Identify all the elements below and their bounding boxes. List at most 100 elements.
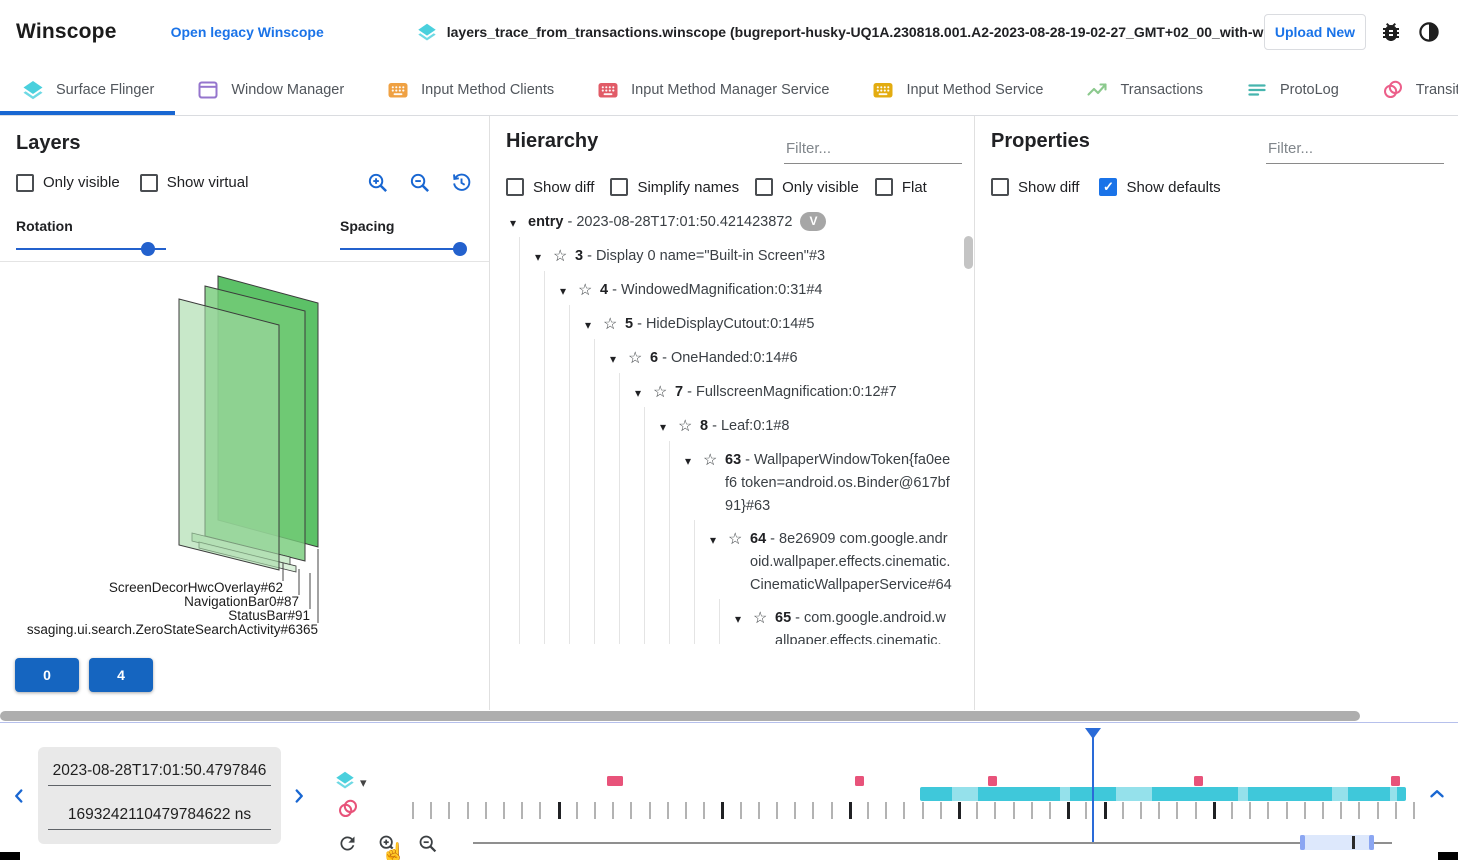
pin-star-icon[interactable]: ☆: [703, 452, 718, 469]
open-legacy-link[interactable]: Open legacy Winscope: [170, 24, 324, 40]
bug-report-icon[interactable]: [1378, 19, 1404, 45]
tab-input-method-clients[interactable]: Input Method Clients: [365, 64, 575, 115]
checkbox-unchecked-icon[interactable]: [991, 178, 1009, 196]
reset-view-icon[interactable]: [450, 171, 473, 194]
expand-caret-icon[interactable]: ▾: [560, 284, 567, 298]
checkbox-unchecked-icon[interactable]: [755, 178, 774, 196]
dark-mode-icon[interactable]: [1416, 19, 1442, 45]
hierarchy-filter-input[interactable]: [784, 136, 962, 164]
pin-star-icon[interactable]: ☆: [678, 418, 693, 435]
properties-checkbox-show-diff[interactable]: Show diff: [991, 178, 1079, 196]
overview-selection[interactable]: [1300, 835, 1374, 850]
tab-surface-flinger[interactable]: Surface Flinger: [0, 64, 176, 115]
prev-entry-icon[interactable]: [8, 785, 30, 807]
hierarchy-checkbox-only-visible[interactable]: Only visible: [755, 178, 859, 196]
ruler-tick: [703, 802, 706, 819]
spacing-slider[interactable]: [340, 242, 468, 256]
checkbox-unchecked-icon[interactable]: [874, 178, 893, 196]
timestamp-ns-field[interactable]: 1693242110479784622 ns: [48, 803, 271, 830]
top-bar: Winscope Open legacy Winscope layers_tra…: [0, 0, 1458, 64]
display-button-0[interactable]: 0: [15, 658, 79, 692]
next-entry-icon[interactable]: [288, 785, 310, 807]
checkbox-unchecked-icon[interactable]: [139, 173, 158, 192]
tab-transactions[interactable]: Transactions: [1064, 64, 1223, 115]
tab-label: Transitions: [1415, 81, 1458, 98]
tree-node-5[interactable]: ▾ ☆ 5 - HideDisplayCutout:0:14#5: [506, 308, 952, 342]
timeline-zoom-out-icon[interactable]: [417, 833, 438, 854]
expand-caret-icon[interactable]: ▾: [685, 454, 692, 468]
rotation-slider[interactable]: [16, 242, 166, 256]
sf-trace-band[interactable]: [920, 787, 1406, 801]
overview-handle-right[interactable]: [1369, 835, 1374, 850]
tab-input-method-service[interactable]: Input Method Service: [850, 64, 1064, 115]
expand-caret-icon[interactable]: ▾: [635, 386, 642, 400]
overview-handle-left[interactable]: [1300, 835, 1305, 850]
zoom-out-icon[interactable]: [408, 171, 431, 194]
tree-node-63[interactable]: ▾ ☆ 63 - WallpaperWindowToken{fa0eef6 toke…: [506, 444, 952, 523]
tab-protolog[interactable]: ProtoLog: [1224, 64, 1360, 115]
timeline-cursor-line[interactable]: [1092, 728, 1094, 842]
checkbox-unchecked-icon[interactable]: [16, 173, 34, 192]
rects-3d-view[interactable]: ScreenDecorHwcOverlay#62 NavigationBar0#…: [0, 261, 489, 646]
tree-node-entry[interactable]: ▾ entry - 2023-08-28T17:01:50.421423872 V: [506, 206, 952, 240]
checkbox-unchecked-icon[interactable]: [506, 178, 524, 196]
tab-transitions[interactable]: Transitions: [1360, 64, 1458, 115]
hierarchy-checkboxes: Show diff Simplify names Only visible Flat: [506, 178, 962, 196]
upload-new-button[interactable]: Upload New: [1263, 14, 1366, 50]
timestamp-human-field[interactable]: 2023-08-28T17:01:50.4797846: [48, 759, 271, 786]
tree-node-4[interactable]: ▾ ☆ 4 - WindowedMagnification:0:31#4: [506, 274, 952, 308]
expand-caret-icon[interactable]: ▾: [660, 420, 667, 434]
expand-caret-icon[interactable]: ▾: [510, 216, 517, 230]
checkbox-unchecked-icon[interactable]: [610, 178, 629, 196]
checkbox-checked-icon[interactable]: ✓: [1099, 178, 1118, 196]
transition-marker[interactable]: [607, 776, 623, 786]
horizontal-scrollbar-thumb[interactable]: [0, 711, 1360, 721]
ruler-tick: [412, 802, 414, 819]
layers-checkbox-show-virtual[interactable]: Show virtual: [139, 173, 248, 192]
tree-node-64[interactable]: ▾ ☆ 64 - 8e26909 com.google.android.wallpa…: [506, 523, 952, 602]
expand-caret-icon[interactable]: ▾: [535, 250, 542, 264]
pin-star-icon[interactable]: ☆: [628, 350, 643, 367]
tree-node-8[interactable]: ▾ ☆ 8 - Leaf:0:1#8: [506, 410, 952, 444]
layers-checkbox-only-visible[interactable]: Only visible: [16, 173, 120, 192]
transition-marker[interactable]: [855, 776, 864, 786]
display-button-4[interactable]: 4: [89, 658, 153, 692]
pin-star-icon[interactable]: ☆: [753, 610, 768, 627]
main-content: Layers Only visible Show virtual Rotation: [0, 116, 1458, 710]
tree-node-3[interactable]: ▾ ☆ 3 - Display 0 name="Built-in Screen"#3: [506, 240, 952, 274]
hierarchy-scrollbar[interactable]: [964, 236, 973, 269]
refresh-icon[interactable]: [337, 833, 358, 854]
transitions-trace-icon[interactable]: [336, 797, 360, 821]
collapse-timeline-icon[interactable]: [1426, 783, 1448, 805]
tab-window-manager[interactable]: Window Manager: [175, 64, 365, 115]
ruler-tick: [794, 802, 797, 819]
transition-marker[interactable]: [1391, 776, 1400, 786]
properties-checkbox-show-defaults[interactable]: ✓ Show defaults: [1099, 178, 1221, 196]
surface-flinger-trace-icon[interactable]: [334, 769, 356, 791]
pin-star-icon[interactable]: ☆: [603, 316, 618, 333]
pin-star-icon[interactable]: ☆: [653, 384, 668, 401]
zoom-in-icon[interactable]: [366, 171, 389, 194]
pin-star-icon[interactable]: ☆: [728, 531, 743, 548]
rotation-slider-thumb[interactable]: [141, 242, 155, 256]
hierarchy-checkbox-show-diff[interactable]: Show diff: [506, 178, 594, 196]
tree-node-6[interactable]: ▾ ☆ 6 - OneHanded:0:14#6: [506, 342, 952, 376]
expand-caret-icon[interactable]: ▾: [735, 612, 742, 626]
pin-star-icon[interactable]: ☆: [578, 282, 593, 299]
trace-selector-caret-icon[interactable]: ▾: [360, 775, 367, 790]
tree-node-7[interactable]: ▾ ☆ 7 - FullscreenMagnification:0:12#7: [506, 376, 952, 410]
timeline-zoom-in-icon[interactable]: [377, 833, 398, 854]
transition-marker[interactable]: [1194, 776, 1203, 786]
pin-star-icon[interactable]: ☆: [553, 248, 568, 265]
properties-filter-input[interactable]: [1266, 136, 1444, 164]
properties-panel: Properties Show diff ✓ Show defaults: [975, 116, 1458, 710]
expand-caret-icon[interactable]: ▾: [710, 533, 717, 547]
hierarchy-checkbox-simplify-names[interactable]: Simplify names: [610, 178, 739, 196]
spacing-slider-thumb[interactable]: [453, 242, 468, 256]
transition-marker[interactable]: [988, 776, 997, 786]
expand-caret-icon[interactable]: ▾: [585, 318, 592, 332]
tab-input-method-manager-service[interactable]: Input Method Manager Service: [575, 64, 850, 115]
tree-node-65[interactable]: ▾ ☆ 65 - com.google.android.wallpaper.effe…: [506, 602, 952, 644]
hierarchy-checkbox-flat[interactable]: Flat: [874, 178, 927, 196]
expand-caret-icon[interactable]: ▾: [610, 352, 617, 366]
